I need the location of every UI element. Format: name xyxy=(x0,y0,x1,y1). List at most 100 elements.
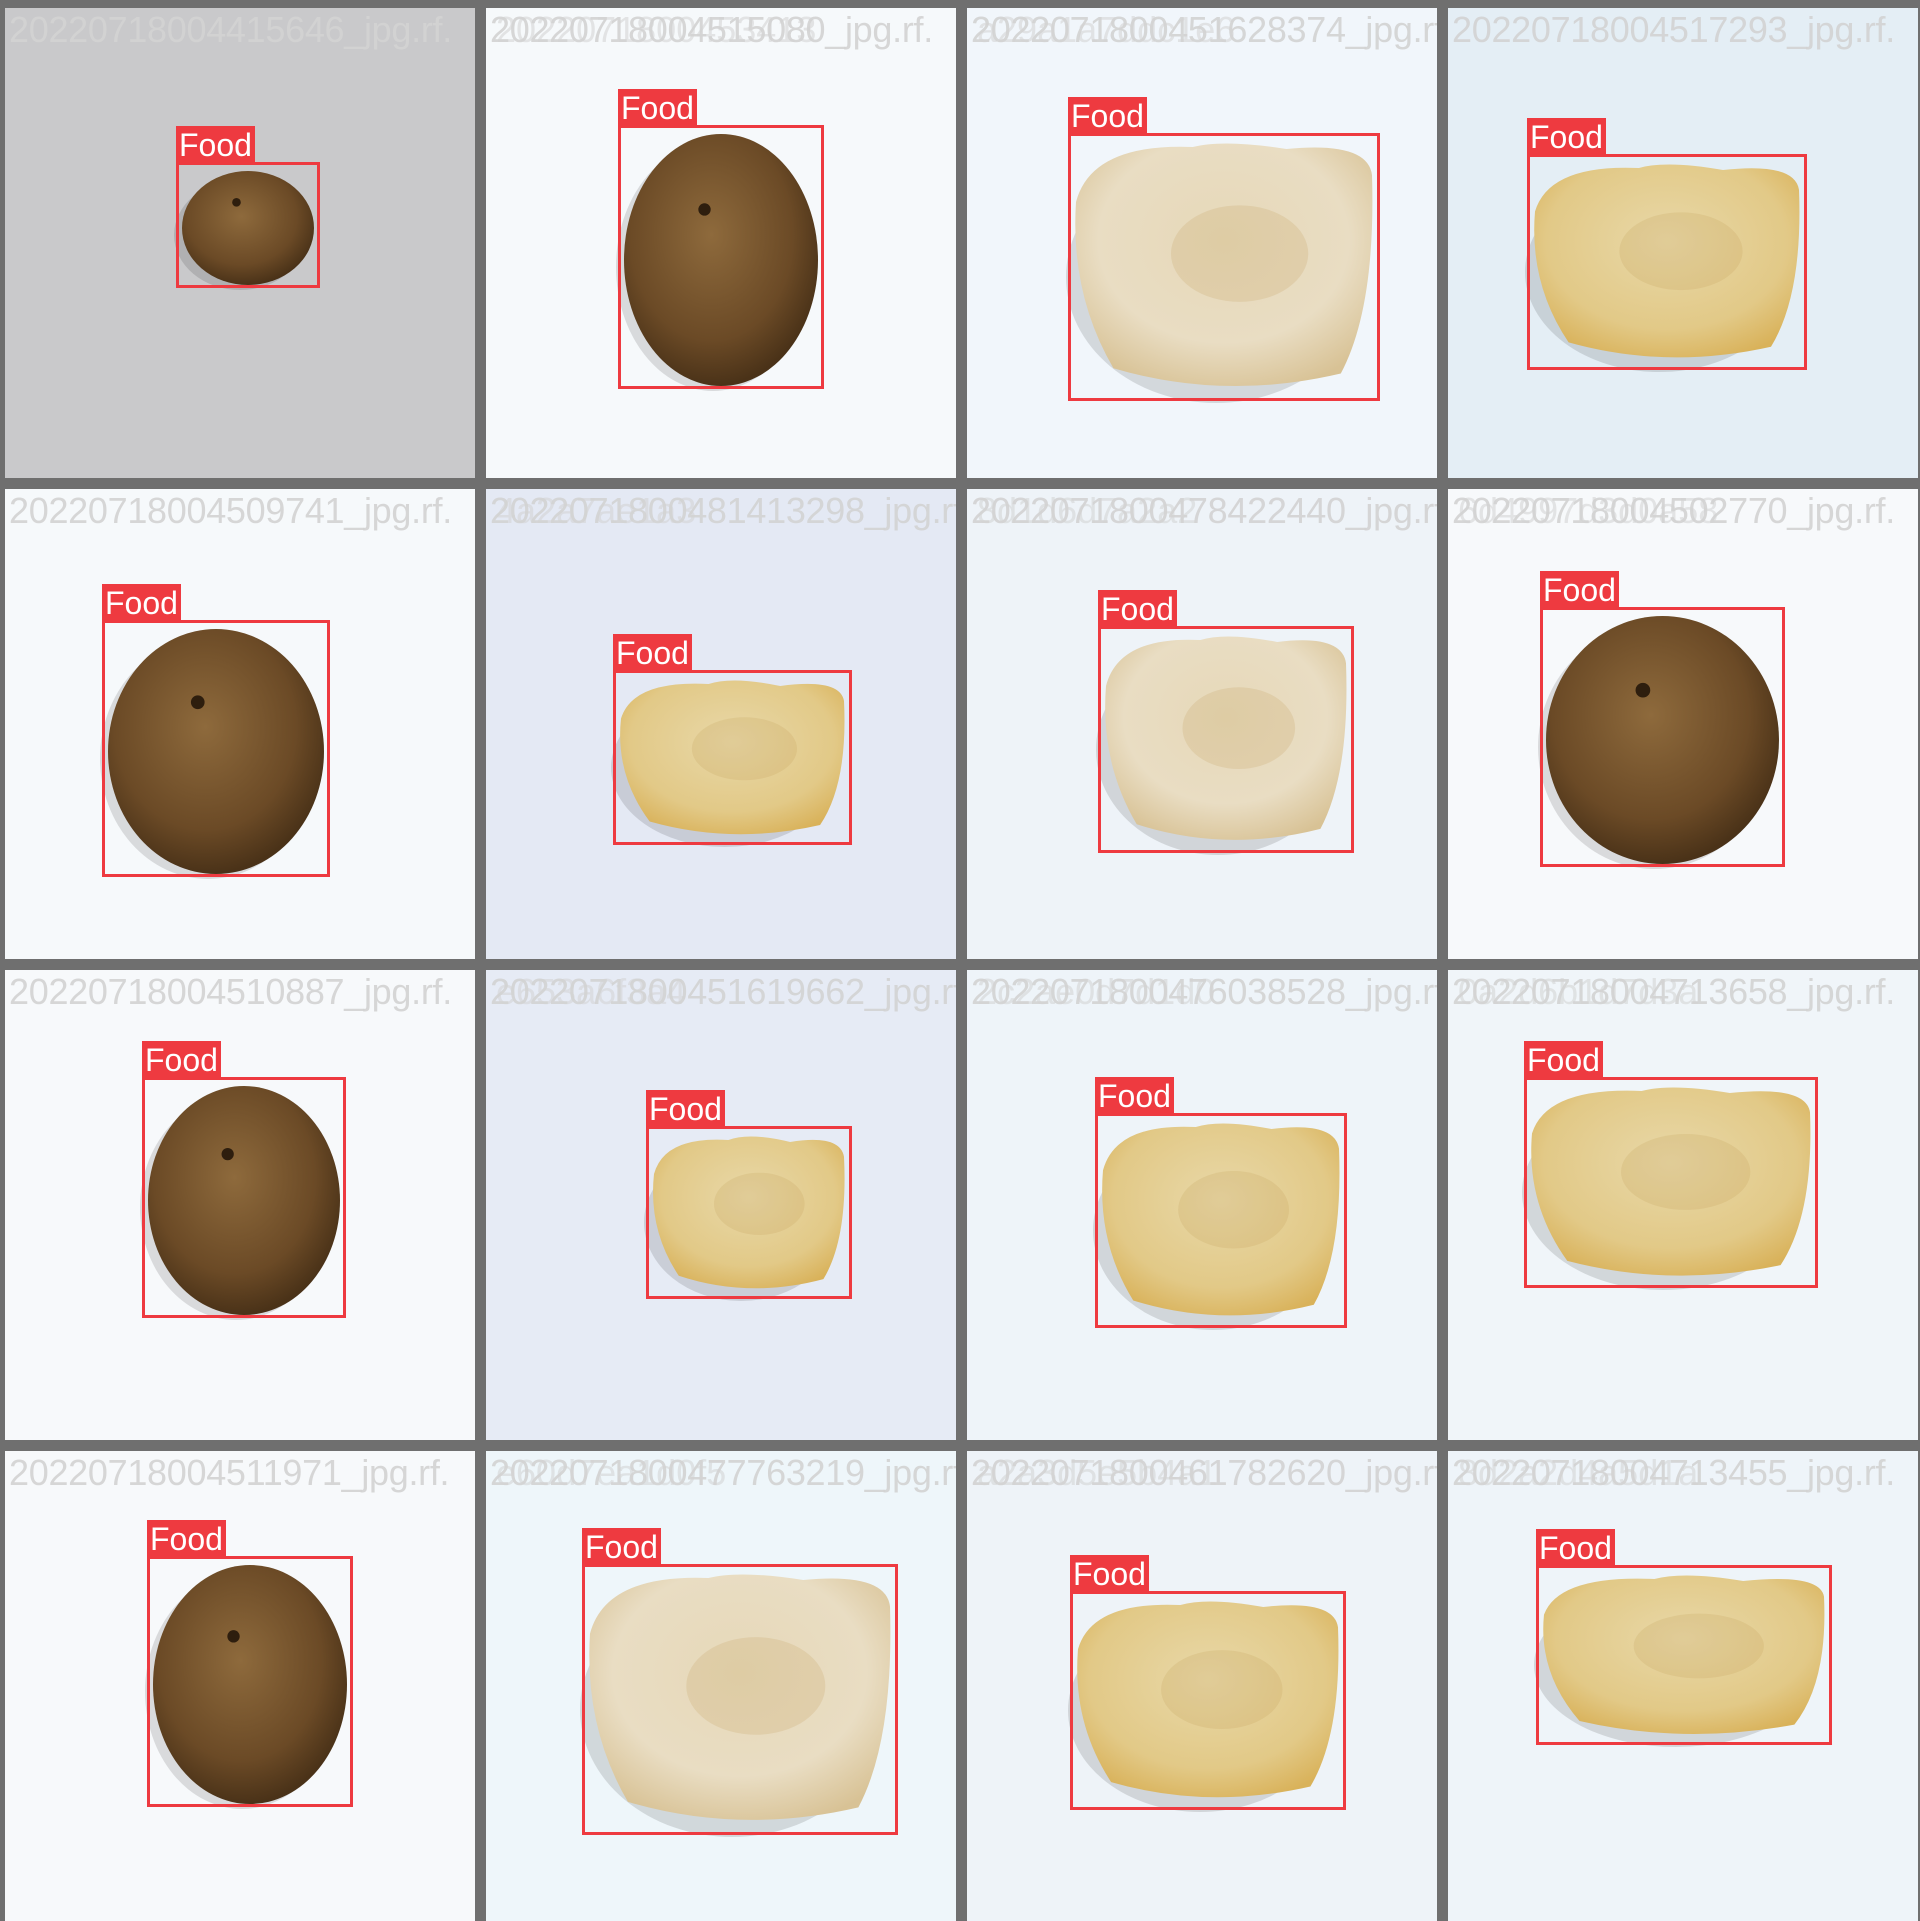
class-label: Food xyxy=(618,89,697,127)
food-pastel xyxy=(1102,1123,1340,1316)
food-pastel xyxy=(1531,1087,1811,1276)
food-detail xyxy=(1182,687,1296,770)
food-detail xyxy=(691,717,798,781)
food-photo xyxy=(616,134,818,391)
image-filename: 20220718004713658_jpg.rf. xyxy=(1452,971,1895,1012)
class-label: Food xyxy=(1527,118,1606,156)
image-filename: 2022071800477763219_jpg.rf. xyxy=(490,1452,956,1493)
food-patty xyxy=(182,171,314,285)
food-detail xyxy=(1635,682,1651,698)
image-tile: 20220718004509741_jpg.rf. Food xyxy=(5,489,475,959)
image-tile: 4a2a7ae1a3 2022071800481413298_jpg.rf. Foo… xyxy=(486,489,956,959)
image-tile: 2022071800453413 20220718004515080_jpg.rf… xyxy=(486,8,956,478)
food-pastel xyxy=(620,680,845,835)
food-pastel xyxy=(589,1574,891,1820)
food-detail xyxy=(713,1172,805,1235)
food-photo xyxy=(1066,143,1373,403)
image-tile: 20220718004517293_jpg.rf. Food xyxy=(1448,8,1918,478)
food-detail xyxy=(1170,205,1309,302)
bounding-box xyxy=(102,620,330,877)
food-photo xyxy=(145,1565,347,1809)
food-photo xyxy=(1538,616,1779,869)
image-filename: 2022071800461782620_jpg.rf. xyxy=(971,1452,1437,1493)
bounding-box xyxy=(582,1564,898,1835)
food-detail xyxy=(686,1637,826,1735)
image-filename: 2022071800451628374_jpg.rf. xyxy=(971,9,1437,50)
bounding-box xyxy=(1540,607,1785,867)
bounding-box xyxy=(1098,626,1354,853)
food-detail xyxy=(1178,1171,1290,1249)
image-tile: a2a3d5e5b4a1 2022071800461782620_jpg.rf. F… xyxy=(967,1451,1437,1921)
bounding-box xyxy=(646,1126,852,1299)
food-patty xyxy=(148,1086,340,1315)
food-pastel xyxy=(653,1136,845,1289)
class-label: Food xyxy=(1540,571,1619,609)
image-tile: 20220718004415646_jpg.rf. Food xyxy=(5,8,475,478)
bounding-box xyxy=(1527,154,1807,370)
food-detail xyxy=(1621,1133,1751,1210)
image-filename: 20220718004510887_jpg.rf. xyxy=(9,971,452,1012)
class-label: Food xyxy=(147,1520,226,1558)
food-photo xyxy=(611,680,845,847)
food-photo xyxy=(580,1574,891,1837)
image-tile: 20220718004511971_jpg.rf. Food xyxy=(5,1451,475,1921)
bounding-box xyxy=(1095,1113,1347,1328)
bounding-box xyxy=(147,1556,353,1807)
image-tile: 6d4997d3d0a58 20220718004502770_jpg.rf. Fo… xyxy=(1448,489,1918,959)
food-detail xyxy=(227,1630,240,1643)
food-pastel xyxy=(1543,1575,1825,1734)
image-tile: 8d2a2d4a5d1a 20220718004713455_jpg.rf. Foo… xyxy=(1448,1451,1918,1921)
image-filename: 20220718004515080_jpg.rf. xyxy=(490,9,933,50)
image-filename: 20220718004502770_jpg.rf. xyxy=(1452,490,1895,531)
image-tile: e653a6f3a4 2022071800451619662_jpg.rf. Foo… xyxy=(486,970,956,1440)
food-patty xyxy=(153,1565,347,1804)
class-label: Food xyxy=(1068,97,1147,135)
class-label: Food xyxy=(1095,1077,1174,1115)
image-tile: a29a1a7ddc1e6 2022071800451628374_jpg.rf.… xyxy=(967,8,1437,478)
image-filename: 20220718004511971_jpg.rf. xyxy=(9,1452,450,1493)
food-detail xyxy=(190,695,205,710)
image-filename: 2022071800481413298_jpg.rf. xyxy=(490,490,956,531)
image-filename: 2022071800478422440_jpg.rf. xyxy=(971,490,1437,531)
food-pastel xyxy=(1075,143,1373,387)
food-photo xyxy=(1096,636,1347,855)
image-filename: 2022071800476038528_jpg.rf. xyxy=(971,971,1437,1012)
food-photo xyxy=(1068,1601,1339,1812)
food-detail xyxy=(221,1148,234,1161)
class-label: Food xyxy=(1536,1529,1615,1567)
bounding-box xyxy=(176,162,320,288)
bounding-box xyxy=(142,1077,346,1318)
class-label: Food xyxy=(646,1090,725,1128)
bounding-box xyxy=(1070,1591,1346,1810)
food-detail xyxy=(1633,1613,1764,1679)
image-tile: e60d7ea1d0f5 2022071800477763219_jpg.rf. F… xyxy=(486,1451,956,1921)
bounding-box xyxy=(618,125,824,389)
image-tile: 20220718004510887_jpg.rf. Food xyxy=(5,970,475,1440)
food-detail xyxy=(1619,212,1743,291)
food-photo xyxy=(644,1136,845,1301)
image-tile: 8d1d6d7a2a2 2022071800478422440_jpg.rf. Fo… xyxy=(967,489,1437,959)
food-pastel xyxy=(1077,1601,1339,1798)
image-tile: 0a2d6b1d7d3a 20220718004713658_jpg.rf. Foo… xyxy=(1448,970,1918,1440)
food-patty xyxy=(624,134,818,386)
class-label: Food xyxy=(102,584,181,622)
class-label: Food xyxy=(1070,1555,1149,1593)
bounding-box xyxy=(1068,133,1380,401)
food-detail xyxy=(1161,1650,1283,1729)
food-patty xyxy=(108,629,324,874)
food-pastel xyxy=(1105,636,1347,840)
class-label: Food xyxy=(1098,590,1177,628)
image-filename: 20220718004509741_jpg.rf. xyxy=(9,490,452,531)
bounding-box xyxy=(1536,1565,1832,1745)
food-photo xyxy=(1525,164,1800,372)
class-label: Food xyxy=(142,1041,221,1079)
image-filename: 20220718004415646_jpg.rf. xyxy=(9,9,452,50)
bounding-box xyxy=(613,670,852,845)
food-photo xyxy=(140,1086,340,1320)
class-label: Food xyxy=(1524,1041,1603,1079)
bounding-box xyxy=(1524,1077,1818,1288)
image-filename: 20220718004517293_jpg.rf. xyxy=(1452,9,1895,50)
food-detail xyxy=(232,198,241,207)
class-label: Food xyxy=(613,634,692,672)
image-filename: 2022071800451619662_jpg.rf. xyxy=(490,971,956,1012)
